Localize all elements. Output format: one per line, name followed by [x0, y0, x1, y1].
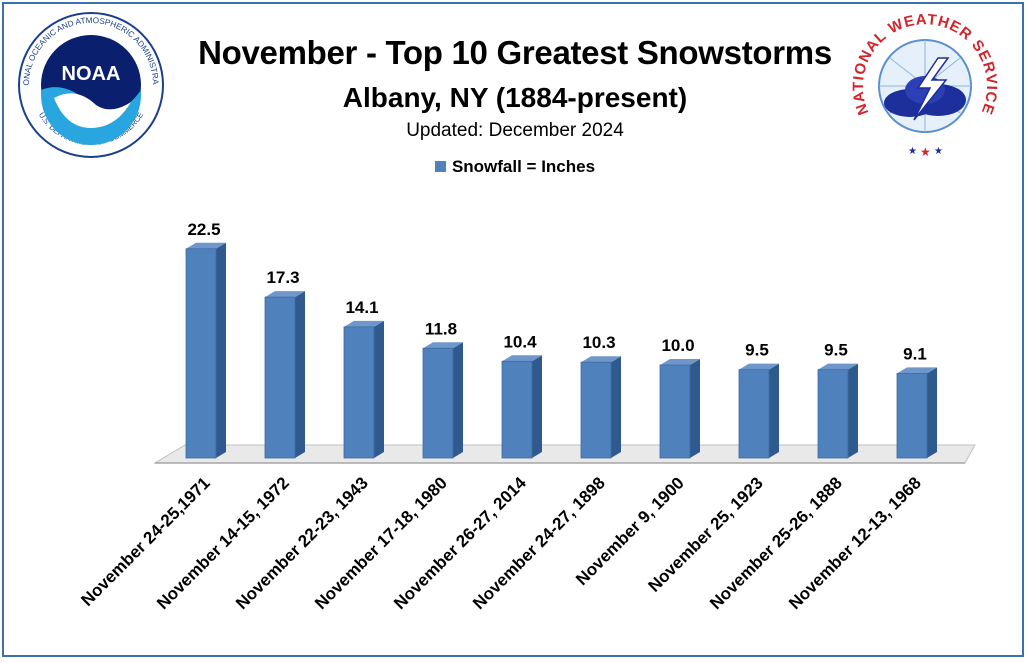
bar-top [186, 242, 226, 249]
legend-label: Snowfall = Inches [451, 157, 596, 176]
data-label: 22.5 [187, 220, 220, 239]
chart-title: November - Top 10 Greatest Snowstorms [198, 34, 832, 71]
bar-side [532, 355, 542, 458]
x-tick-label: November 14-15, 1972 [153, 473, 293, 613]
bar [738, 369, 770, 459]
x-tick-label: November 12-13, 1968 [785, 473, 925, 613]
svg-text:★: ★ [920, 145, 931, 158]
bar-side [848, 363, 858, 458]
bar [580, 361, 612, 459]
bar-side [769, 363, 779, 458]
bar-top [423, 342, 463, 349]
x-tick-label: November 24-27, 1898 [469, 473, 609, 613]
bar-side [611, 356, 621, 458]
data-label: 9.1 [903, 344, 927, 363]
x-tick-label: November 26-27, 2014 [390, 473, 530, 613]
noaa-logo: NATIONAL OCEANIC AND ATMOSPHERIC ADMINIS… [16, 10, 164, 158]
bar-top [739, 363, 779, 370]
svg-text:★: ★ [934, 146, 943, 157]
data-label: 10.4 [503, 332, 537, 351]
data-label: 10.3 [582, 333, 615, 352]
data-label: 11.8 [425, 319, 457, 338]
bar-side [690, 359, 700, 458]
data-label: 14.1 [345, 298, 378, 317]
data-label: 9.5 [824, 341, 848, 360]
bar [896, 372, 928, 459]
x-tick-label: November 24-25,1971 [77, 473, 213, 609]
legend-swatch [434, 161, 446, 172]
data-label: 10.0 [661, 336, 694, 355]
chart-subtitle: Albany, NY (1884-present) [342, 82, 688, 113]
bar-side [295, 291, 305, 458]
bar [501, 360, 533, 459]
bar-side [216, 242, 226, 458]
bar-side [374, 320, 384, 458]
bar-top [344, 320, 384, 327]
bar-top [897, 367, 937, 374]
data-label: 17.3 [266, 268, 299, 287]
bar [422, 347, 454, 459]
x-tick-label: November 22-23, 1943 [232, 473, 372, 613]
svg-text:★: ★ [908, 146, 917, 157]
legend: Snowfall = Inches [0, 157, 1030, 177]
bar [264, 296, 296, 459]
x-tick-label: November 25-26, 1888 [706, 473, 846, 613]
bar-side [453, 342, 463, 458]
bar-side [927, 367, 937, 458]
bar [817, 369, 849, 459]
bar-top [265, 291, 305, 298]
bar-top [818, 363, 858, 370]
bar [343, 326, 375, 459]
updated-text: Updated: December 2024 [406, 120, 624, 141]
data-label: 9.5 [745, 341, 769, 360]
bar [185, 248, 217, 459]
noaa-wordmark: NOAA [62, 63, 121, 85]
bar-top [660, 359, 700, 365]
nws-logo: NATIONAL WEATHER SERVICE ★ ★ ★ [850, 11, 999, 158]
x-tick-label: November 17-18, 1980 [311, 473, 451, 613]
bar [659, 364, 691, 459]
bar-top [502, 355, 542, 362]
bar-top [581, 356, 621, 363]
